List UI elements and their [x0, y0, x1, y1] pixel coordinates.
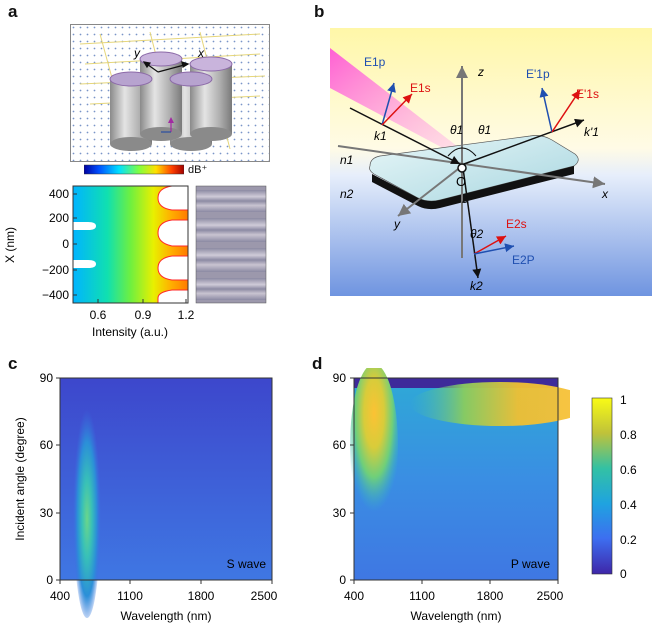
panel-d-xtick: 2500 — [537, 589, 564, 603]
label-k1: k1 — [374, 129, 387, 143]
panel-d-annotation: P wave — [511, 557, 550, 571]
inset-axis-y: y — [133, 46, 141, 60]
label-E1s-prime: E'1s — [576, 87, 599, 101]
panel-d-heatmap: 0 30 60 90 400 1100 1800 2500 Wavelength… — [333, 368, 570, 623]
panel-c-xtick: 1800 — [188, 589, 215, 603]
colorbar-tick: 0 — [620, 567, 627, 581]
panel-d-xtick: 1800 — [477, 589, 504, 603]
panel-label-a: a — [8, 2, 18, 21]
panel-d-xtick: 1100 — [409, 589, 435, 603]
label-E2s: E2s — [506, 217, 527, 231]
panel-a-schematic: y x — [70, 24, 270, 162]
colorbar-tick: 0.2 — [620, 533, 637, 547]
panel-a-xtick: 0.6 — [90, 308, 107, 322]
panel-a-field-plot: 400 200 0 −200 −400 0.6 0.9 1.2 Intensit… — [3, 185, 267, 339]
label-E1p: E1p — [364, 55, 386, 69]
label-E1s: E1s — [410, 81, 431, 95]
panel-c-ytick: 90 — [40, 371, 54, 385]
panel-a-xtick: 1.2 — [178, 308, 195, 322]
panel-a-colorbar-unit: dB⁺ — [188, 164, 208, 176]
panel-d-ytick: 30 — [333, 506, 347, 520]
panel-a-ytick: −400 — [42, 288, 69, 302]
panel-c-ytick: 30 — [40, 506, 54, 520]
label-k2: k2 — [470, 279, 483, 293]
label-origin: O — [456, 174, 466, 189]
panel-c-xtick: 400 — [50, 589, 70, 603]
panel-a-ytick: 0 — [62, 237, 69, 251]
colorbar-tick: 0.4 — [620, 498, 637, 512]
panel-c-xtick: 1100 — [117, 589, 143, 603]
panel-a-ytick: 400 — [49, 187, 69, 201]
label-theta2: θ2 — [470, 227, 484, 241]
label-theta1-b: θ1 — [478, 123, 491, 137]
panel-c-annotation: S wave — [227, 557, 267, 571]
panel-a-ylabel: X (nm) — [3, 227, 17, 263]
colorbar-tick: 0.8 — [620, 428, 637, 442]
panel-label-b: b — [314, 2, 325, 21]
panel-d-ytick: 60 — [333, 438, 347, 452]
panel-c-xtick: 2500 — [251, 589, 278, 603]
panel-d-xlabel: Wavelength (nm) — [411, 609, 502, 623]
panel-a-ytick: 200 — [49, 211, 69, 225]
label-axis-x: x — [601, 187, 609, 201]
panel-label-d: d — [312, 354, 323, 373]
panel-a-colorbar — [84, 164, 184, 175]
label-axis-z: z — [477, 65, 484, 79]
label-axis-y: y — [393, 217, 401, 231]
panel-a-ytick: −200 — [42, 263, 69, 277]
inset-axis-x: x — [197, 46, 205, 60]
panel-d-ytick: 90 — [333, 371, 347, 385]
colorbar-tick: 1 — [620, 393, 627, 407]
label-E2p: E2P — [512, 253, 535, 267]
panel-a-xlabel: Intensity (a.u.) — [92, 325, 168, 339]
panel-d-ytick: 0 — [339, 573, 346, 587]
label-k1-prime: k'1 — [584, 125, 599, 139]
panel-c-ytick: 60 — [40, 438, 54, 452]
panel-d-xtick: 400 — [344, 589, 364, 603]
label-E1p-prime: E'1p — [526, 67, 550, 81]
nanopillar-array — [109, 51, 233, 151]
panel-label-c: c — [8, 354, 18, 373]
label-n2: n2 — [340, 187, 354, 201]
panel-c-ylabel: Incident angle (degree) — [13, 417, 27, 540]
label-theta1-a: θ1 — [450, 123, 463, 137]
panel-b-diagram: E1p E1s E'1p E'1s E2s E2P k1 k'1 k2 θ1 θ… — [330, 28, 652, 296]
label-n1: n1 — [340, 153, 353, 167]
shared-colorbar: 1 0.8 0.6 0.4 0.2 0 — [591, 393, 637, 581]
panel-c-xlabel: Wavelength (nm) — [121, 609, 212, 623]
panel-c-heatmap: 0 30 60 90 400 1100 1800 2500 Wavelength… — [13, 371, 278, 623]
panel-a-xtick: 0.9 — [135, 308, 152, 322]
panel-c-ytick: 0 — [46, 573, 53, 587]
colorbar-tick: 0.6 — [620, 463, 637, 477]
